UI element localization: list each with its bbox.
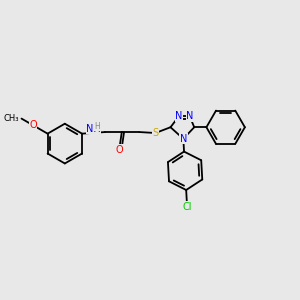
Text: N: N — [180, 134, 187, 144]
Text: S: S — [152, 128, 158, 138]
Text: NH: NH — [86, 124, 101, 134]
Text: CH₃: CH₃ — [3, 114, 19, 123]
Text: N: N — [186, 111, 194, 121]
Text: N: N — [175, 111, 182, 121]
Text: Cl: Cl — [182, 202, 192, 212]
Text: O: O — [116, 145, 123, 155]
Text: O: O — [29, 120, 37, 130]
Text: H: H — [94, 122, 100, 131]
